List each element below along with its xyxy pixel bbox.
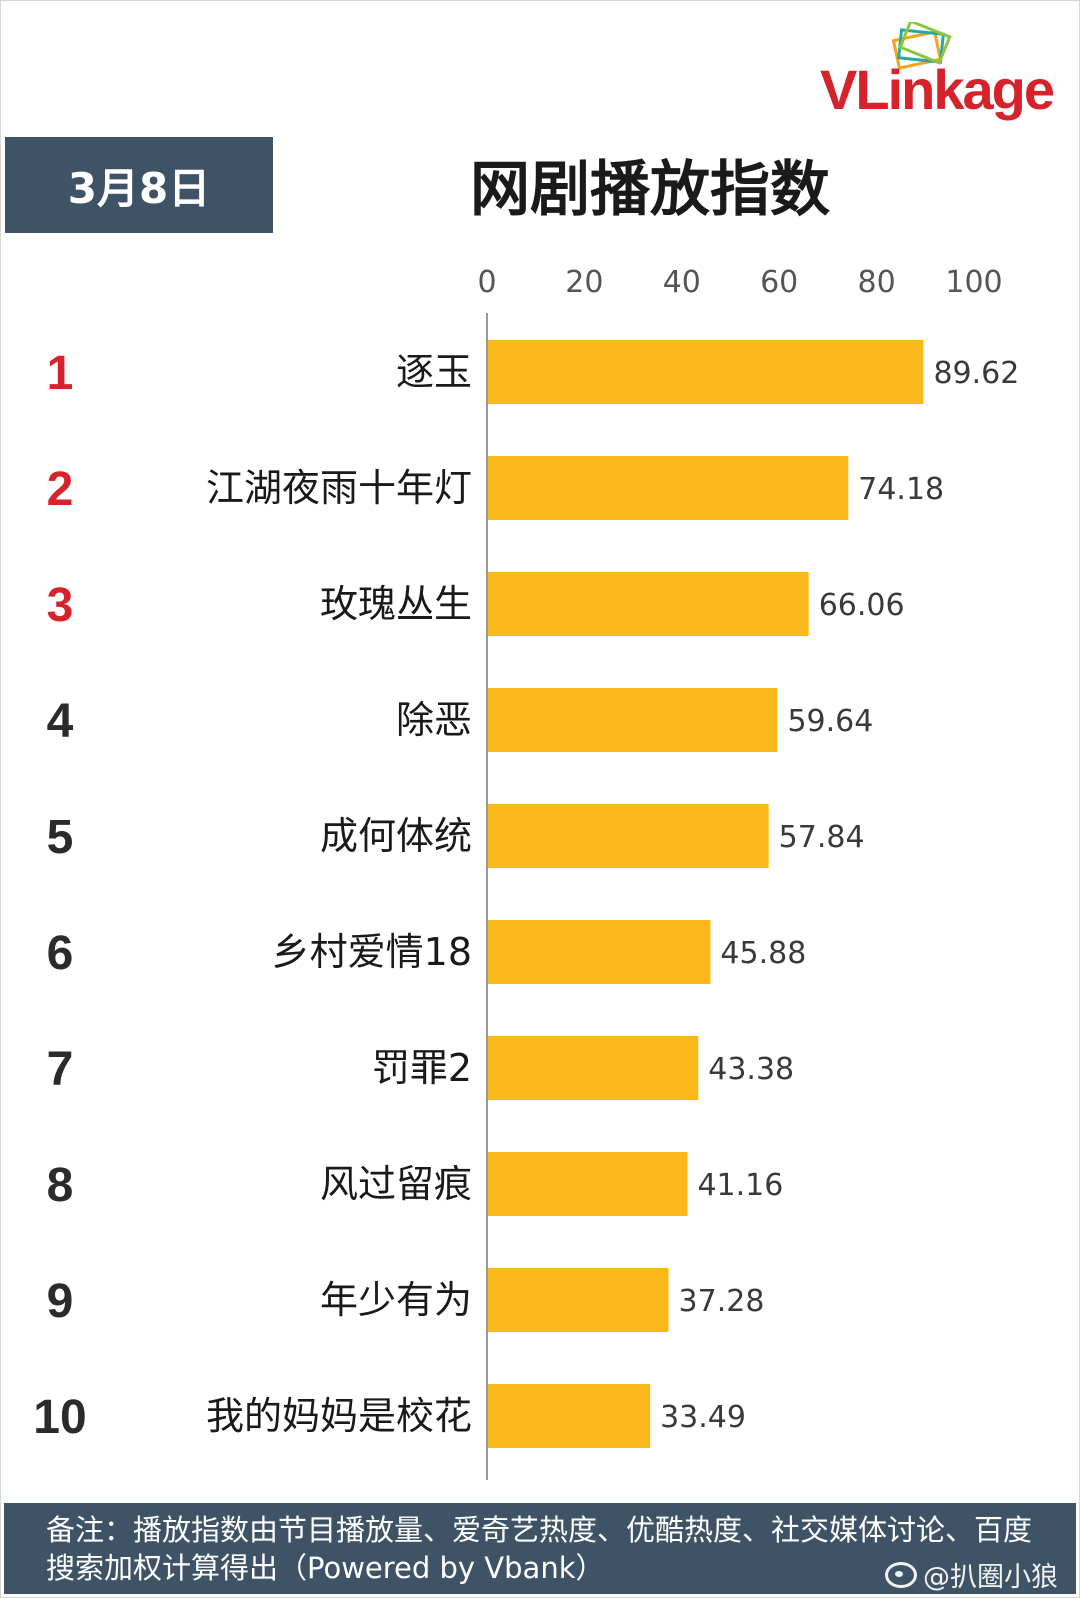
- value-label-8: 41.16: [697, 1168, 783, 1203]
- value-label-9: 37.28: [679, 1284, 765, 1319]
- category-label-5: 成何体统: [320, 814, 472, 858]
- bar-1: [487, 340, 924, 404]
- rank-label-5: 5: [47, 811, 74, 864]
- category-label-10: 我的妈妈是校花: [206, 1394, 472, 1438]
- rank-label-9: 9: [47, 1275, 74, 1328]
- category-label-8: 风过留痕: [320, 1162, 472, 1206]
- category-label-4: 除恶: [396, 698, 472, 742]
- x-tick-label-20: 20: [565, 265, 603, 300]
- bar-5: [487, 804, 769, 868]
- value-label-1: 89.62: [933, 356, 1019, 391]
- chart-title: 网剧播放指数: [470, 155, 830, 225]
- bar-2: [487, 456, 849, 520]
- bar-7: [487, 1036, 699, 1100]
- bar-4: [487, 688, 778, 752]
- bar-9: [487, 1268, 669, 1332]
- value-label-3: 66.06: [819, 588, 905, 623]
- rank-label-8: 8: [47, 1159, 74, 1212]
- rank-label-3: 3: [47, 579, 74, 632]
- category-label-7: 罚罪2: [372, 1046, 472, 1090]
- x-tick-label-0: 0: [477, 265, 496, 300]
- rank-label-6: 6: [47, 927, 74, 980]
- vlinkage-logo: VLinkage: [820, 18, 1070, 128]
- rank-label-7: 7: [47, 1043, 74, 1096]
- bar-3: [487, 572, 809, 636]
- value-label-4: 59.64: [787, 704, 873, 739]
- category-label-2: 江湖夜雨十年灯: [206, 466, 472, 510]
- rank-label-10: 10: [33, 1391, 86, 1444]
- value-label-5: 57.84: [779, 820, 865, 855]
- weibo-icon: [885, 1561, 917, 1588]
- rank-label-2: 2: [47, 463, 74, 516]
- watermark: @扒圈小狼: [885, 1555, 1058, 1594]
- x-tick-label-80: 80: [858, 265, 896, 300]
- value-label-10: 33.49: [660, 1400, 746, 1435]
- bar-10: [487, 1384, 651, 1448]
- bar-6: [487, 920, 711, 984]
- bar-8: [487, 1152, 688, 1216]
- category-label-9: 年少有为: [320, 1278, 472, 1322]
- logo-wordmark: VLinkage: [820, 58, 1055, 121]
- category-label-1: 逐玉: [396, 350, 472, 394]
- value-label-2: 74.18: [858, 472, 944, 507]
- value-label-7: 43.38: [708, 1052, 794, 1087]
- date-badge: 3月8日: [5, 137, 273, 233]
- footnote: 备注：播放指数由节目播放量、爱奇艺热度、优酷热度、社交媒体讨论、百度搜索加权计算…: [4, 1503, 1076, 1594]
- rank-label-1: 1: [47, 347, 74, 400]
- value-label-6: 45.88: [720, 936, 806, 971]
- logo-cards-icon: [891, 22, 952, 70]
- category-label-6: 乡村爱情18: [272, 930, 472, 974]
- rank-label-4: 4: [47, 695, 74, 748]
- x-tick-label-100: 100: [945, 265, 1002, 300]
- x-tick-label-60: 60: [760, 265, 798, 300]
- bar-chart: 0 20 40 60 80 100 89.62 逐玉 1 74.18 江湖夜雨十年灯 2 66.06 玫瑰…: [33, 265, 1019, 1480]
- watermark-text: @扒圈小狼: [923, 1562, 1058, 1593]
- x-tick-label-40: 40: [663, 265, 701, 300]
- category-label-3: 玫瑰丛生: [320, 582, 472, 626]
